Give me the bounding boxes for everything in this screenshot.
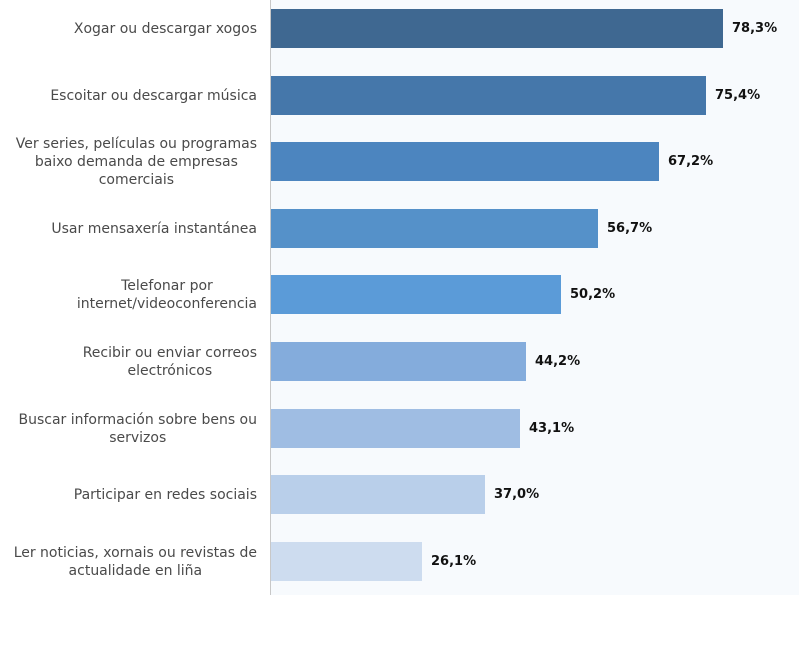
category-label: Buscar información sobre bens ou servizos xyxy=(0,411,257,447)
category-label-line: comerciais xyxy=(98,171,175,188)
bar xyxy=(271,209,598,248)
bar xyxy=(271,142,659,181)
data-label: 43,1% xyxy=(529,421,575,436)
bar xyxy=(271,9,723,48)
category-label-line: Recibir ou enviar correos xyxy=(82,344,257,361)
category-label: Escoitar ou descargar música xyxy=(0,87,257,105)
category-label: Recibir ou enviar correos electrónicos xyxy=(0,344,257,380)
category-label: Ver series, películas ou programas baixo … xyxy=(0,135,257,189)
data-label: 78,3% xyxy=(732,21,778,36)
data-label: 50,2% xyxy=(570,287,616,302)
category-label: Ler noticias, xornais ou revistas de actu… xyxy=(0,544,257,580)
category-label: Participar en redes sociais xyxy=(0,486,257,504)
data-label: 75,4% xyxy=(715,88,761,103)
category-label-line: internet/videoconferencia xyxy=(76,295,257,312)
category-label: Telefonar por internet/videoconferencia xyxy=(0,277,257,313)
category-label: Usar mensaxería instantánea xyxy=(0,220,257,238)
category-label-line: Escoitar ou descargar música xyxy=(50,87,257,104)
category-label: Xogar ou descargar xogos xyxy=(0,20,257,38)
data-label: 37,0% xyxy=(494,487,540,502)
bar xyxy=(271,275,561,314)
category-label-line: baixo demanda de empresas xyxy=(34,153,238,170)
category-label-line: servizos xyxy=(109,429,167,446)
bar xyxy=(271,542,422,581)
y-axis-line xyxy=(270,0,271,595)
category-label-line: electrónicos xyxy=(127,362,213,379)
bar xyxy=(271,409,520,448)
category-label-line: Buscar información sobre bens ou xyxy=(18,411,257,428)
bar xyxy=(271,342,526,381)
category-label-line: Xogar ou descargar xogos xyxy=(73,20,257,37)
category-label-line: actualidade en liña xyxy=(68,562,203,579)
data-label: 67,2% xyxy=(668,154,714,169)
data-label: 56,7% xyxy=(607,221,653,236)
category-label-line: Participar en redes sociais xyxy=(73,486,257,503)
data-label: 26,1% xyxy=(431,554,477,569)
category-label-line: Ver series, películas ou programas xyxy=(15,135,257,152)
data-label: 44,2% xyxy=(535,354,581,369)
category-label-line: Telefonar por xyxy=(121,277,213,294)
bar xyxy=(271,76,706,115)
bar xyxy=(271,475,485,514)
category-label-line: Ler noticias, xornais ou revistas de xyxy=(13,544,257,561)
category-label-line: Usar mensaxería instantánea xyxy=(51,220,257,237)
